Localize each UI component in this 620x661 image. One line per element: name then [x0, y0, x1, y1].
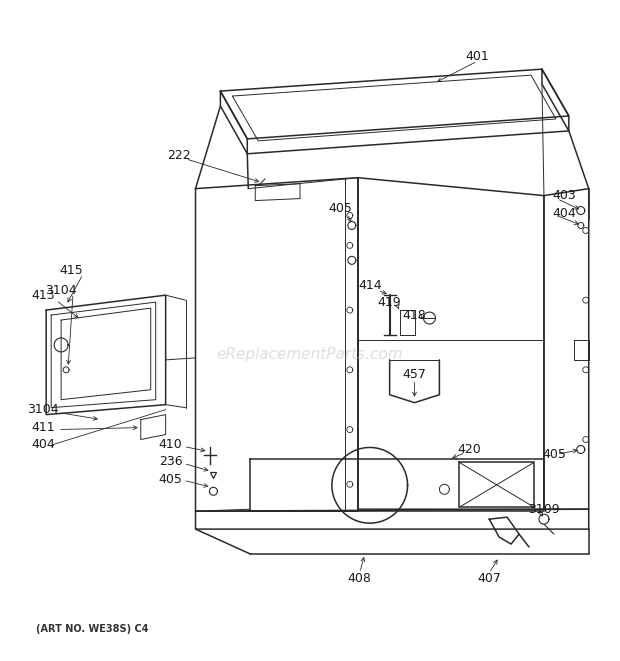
Text: 3104: 3104: [27, 403, 59, 416]
Text: 401: 401: [466, 50, 489, 63]
Text: 408: 408: [348, 572, 372, 586]
Text: 410: 410: [159, 438, 182, 451]
Text: 236: 236: [159, 455, 182, 468]
Text: eReplacementParts.com: eReplacementParts.com: [216, 348, 404, 362]
Text: (ART NO. WE38S) C4: (ART NO. WE38S) C4: [36, 624, 149, 634]
Text: 222: 222: [167, 149, 190, 163]
Text: 405: 405: [159, 473, 182, 486]
Text: 3104: 3104: [45, 284, 77, 297]
Text: 407: 407: [477, 572, 501, 586]
Text: 405: 405: [328, 202, 352, 215]
Text: 420: 420: [458, 443, 481, 456]
Text: 414: 414: [358, 279, 381, 292]
Text: 418: 418: [402, 309, 427, 321]
Text: 419: 419: [378, 295, 402, 309]
Text: 457: 457: [402, 368, 427, 381]
Text: 404: 404: [32, 438, 55, 451]
Text: 404: 404: [552, 207, 576, 220]
Text: 3109: 3109: [528, 503, 560, 516]
Text: 415: 415: [59, 264, 83, 277]
Text: 411: 411: [32, 421, 55, 434]
Text: 405: 405: [542, 448, 566, 461]
Text: 413: 413: [32, 289, 55, 301]
Text: 403: 403: [552, 189, 576, 202]
